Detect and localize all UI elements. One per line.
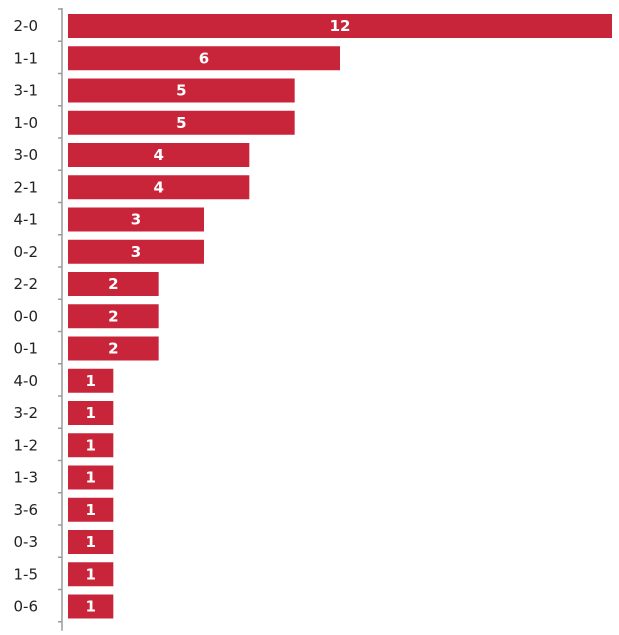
bar-0-3 bbox=[68, 530, 114, 554]
bar-4-0 bbox=[68, 368, 114, 393]
bar-value-label: 2 bbox=[108, 307, 118, 325]
bar-1-1 bbox=[68, 46, 340, 71]
category-label-3-1: 3-1 bbox=[14, 82, 39, 100]
bar-0-2 bbox=[68, 239, 204, 264]
bar-1-2 bbox=[68, 433, 114, 458]
category-label-1-1: 1-1 bbox=[14, 49, 39, 67]
bar-3-1 bbox=[68, 78, 295, 103]
category-label-2-0: 2-0 bbox=[14, 17, 39, 35]
bar-value-label: 5 bbox=[176, 114, 186, 132]
bar-value-label: 2 bbox=[108, 275, 118, 293]
category-label-4-1: 4-1 bbox=[14, 211, 39, 229]
category-label-0-6: 0-6 bbox=[14, 598, 39, 616]
bar-value-label: 1 bbox=[85, 404, 95, 422]
bar-value-label: 1 bbox=[85, 436, 95, 454]
category-label-3-2: 3-2 bbox=[14, 404, 39, 422]
bar-0-6 bbox=[68, 594, 114, 619]
category-label-1-0: 1-0 bbox=[14, 114, 39, 132]
bar-value-label: 1 bbox=[85, 469, 95, 487]
bar-value-label: 2 bbox=[108, 340, 118, 358]
bar-3-2 bbox=[68, 401, 114, 425]
category-label-1-2: 1-2 bbox=[14, 436, 39, 454]
bar-3-0 bbox=[68, 143, 250, 167]
bar-value-label: 1 bbox=[85, 598, 95, 616]
category-label-0-1: 0-1 bbox=[14, 340, 39, 358]
bar-value-label: 3 bbox=[131, 211, 141, 229]
bar-1-3 bbox=[68, 465, 114, 490]
category-label-0-3: 0-3 bbox=[14, 533, 39, 551]
bar-value-label: 1 bbox=[85, 565, 95, 583]
bar-value-label: 6 bbox=[199, 49, 209, 67]
category-label-1-3: 1-3 bbox=[14, 469, 39, 487]
bar-value-label: 1 bbox=[85, 501, 95, 519]
category-label-0-0: 0-0 bbox=[14, 307, 39, 325]
category-label-4-0: 4-0 bbox=[14, 372, 39, 390]
category-label-2-2: 2-2 bbox=[14, 275, 39, 293]
category-labels: 2-0 1-1 3-1 1-0 3-0 2-1 4-1 0-2 2-2 0-0 0-1 4-0 3-2 1… bbox=[14, 17, 39, 616]
category-label-3-6: 3-6 bbox=[14, 501, 39, 519]
bar-3-6 bbox=[68, 497, 114, 522]
category-label-3-0: 3-0 bbox=[14, 146, 39, 164]
bar-value-label: 12 bbox=[330, 17, 351, 35]
bar-0-1 bbox=[68, 336, 159, 361]
category-label-1-5: 1-5 bbox=[14, 565, 39, 583]
bar-2-0 bbox=[68, 14, 612, 38]
bar-value-label: 3 bbox=[131, 243, 141, 261]
bar-2-1 bbox=[68, 175, 250, 200]
bar-value-label: 4 bbox=[153, 146, 163, 164]
bar-value-label: 5 bbox=[176, 82, 186, 100]
bar-1-0 bbox=[68, 110, 295, 135]
bar-1-5 bbox=[68, 562, 114, 587]
bar-value-label: 1 bbox=[85, 372, 95, 390]
bar-value-label: 1 bbox=[85, 533, 95, 551]
y-axis bbox=[58, 8, 63, 631]
bar-4-1 bbox=[68, 207, 204, 232]
category-label-2-1: 2-1 bbox=[14, 178, 39, 196]
category-label-0-2: 0-2 bbox=[14, 243, 39, 261]
bar-2-2 bbox=[68, 272, 159, 296]
bar-value-label: 4 bbox=[153, 178, 163, 196]
bar-0-0 bbox=[68, 304, 159, 329]
